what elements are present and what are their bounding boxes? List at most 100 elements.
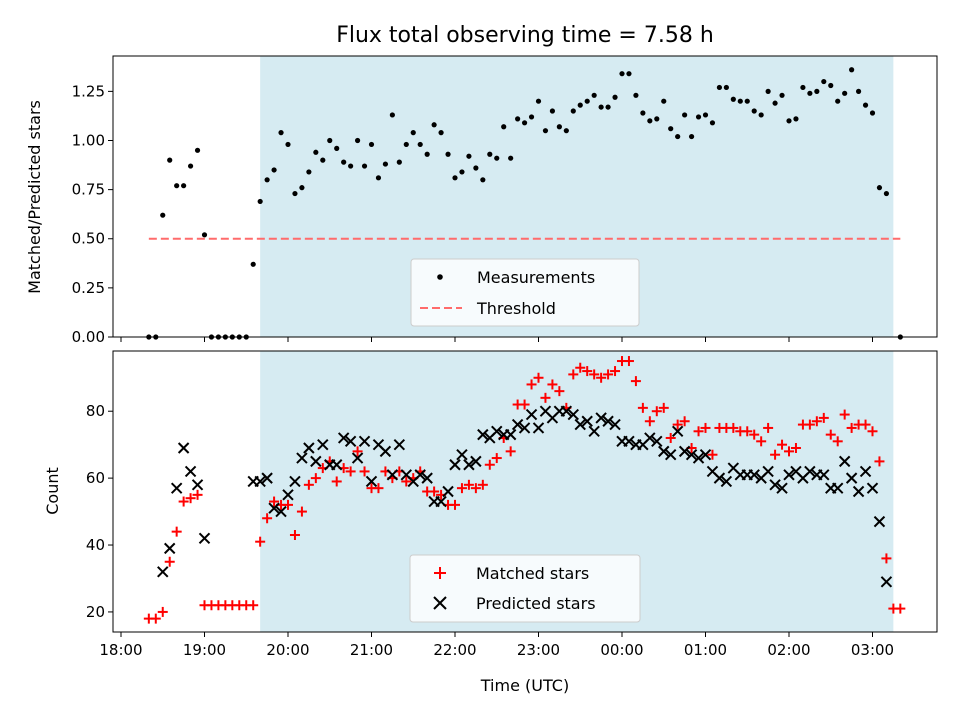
point-matched-stars: [818, 412, 829, 423]
point-matched-stars: [269, 496, 280, 507]
point-matched-stars: [644, 416, 655, 427]
point-matched-stars: [596, 372, 607, 383]
point-matched-stars: [255, 536, 266, 547]
point-measurements: [723, 84, 729, 91]
point-measurements: [480, 177, 486, 183]
point-measurements: [341, 159, 347, 165]
point-measurements: [313, 149, 319, 155]
point-matched-stars: [651, 406, 662, 417]
point-matched-stars: [352, 446, 363, 457]
point-predicted-stars: [560, 405, 573, 417]
point-measurements: [758, 112, 764, 118]
legend-marker-measurements: [437, 274, 443, 280]
point-predicted-stars: [456, 448, 468, 461]
y-axis-label-top: Matched/Predicted stars: [25, 100, 44, 294]
point-measurements: [570, 108, 576, 114]
point-measurements: [389, 112, 395, 118]
point-measurements: [744, 98, 750, 104]
point-predicted-stars: [317, 438, 329, 451]
point-matched-stars: [630, 376, 641, 387]
point-predicted-stars: [170, 482, 183, 494]
point-measurements: [709, 120, 716, 126]
point-matched-stars: [331, 476, 342, 487]
point-matched-stars: [547, 379, 558, 390]
point-measurements: [361, 163, 368, 169]
point-measurements: [828, 82, 834, 89]
point-matched-stars: [540, 392, 551, 403]
point-measurements: [682, 112, 688, 118]
point-measurements: [654, 116, 660, 122]
y-tick-label-bottom: 20: [86, 603, 105, 621]
point-measurements: [793, 116, 799, 122]
point-predicted-stars: [678, 445, 691, 458]
point-matched-stars: [707, 449, 718, 460]
point-matched-stars: [589, 369, 600, 380]
point-measurements: [876, 185, 883, 191]
x-tick-label: 21:00: [350, 641, 393, 659]
point-predicted-stars: [184, 465, 197, 478]
point-predicted-stars: [282, 489, 294, 501]
x-tick-label: 03:00: [851, 641, 894, 659]
point-measurements: [348, 163, 354, 169]
point-predicted-stars: [191, 479, 204, 491]
point-matched-stars: [296, 506, 307, 517]
point-predicted-stars: [337, 432, 350, 444]
legend-marker-matched: [434, 567, 446, 579]
point-measurements: [535, 98, 542, 104]
point-measurements: [702, 112, 709, 118]
point-measurements: [675, 133, 681, 140]
point-measurements: [814, 88, 820, 94]
point-measurements: [626, 71, 632, 77]
point-predicted-stars: [351, 452, 364, 464]
point-matched-stars: [519, 399, 530, 410]
point-predicted-stars: [769, 479, 781, 491]
point-matched-stars: [637, 402, 648, 413]
point-matched-stars: [401, 476, 412, 487]
point-measurements: [466, 153, 472, 159]
point-predicted-stars: [463, 459, 475, 471]
point-measurements: [577, 102, 583, 108]
point-predicted-stars: [720, 475, 733, 488]
point-measurements: [800, 84, 806, 91]
point-matched-stars: [658, 402, 669, 413]
x-tick-label: 00:00: [600, 641, 643, 659]
point-measurements: [661, 98, 667, 104]
point-measurements: [167, 157, 173, 163]
panel-counts: 20 40 60 80 18:00 19:00 20:00 21:00 22:00 23:00 0…: [43, 350, 938, 695]
point-matched-stars: [150, 613, 161, 624]
point-matched-stars: [804, 419, 815, 430]
point-matched-stars: [839, 409, 850, 420]
y-tick-label-top: 1.00: [72, 131, 105, 149]
point-measurements: [403, 141, 409, 148]
legend-label-predicted: Predicted stars: [476, 594, 596, 613]
point-predicted-stars: [442, 485, 454, 498]
legend-label-matched: Matched stars: [476, 564, 589, 583]
point-measurements: [396, 159, 402, 165]
x-tick-label: 18:00: [99, 641, 142, 659]
point-predicted-stars: [198, 532, 211, 545]
point-measurements: [417, 141, 423, 148]
point-measurements: [431, 122, 437, 128]
point-predicted-stars: [518, 422, 531, 434]
point-measurements: [849, 67, 855, 73]
point-matched-stars: [832, 436, 843, 447]
y-tick-label-bottom: 40: [86, 536, 105, 554]
point-matched-stars: [895, 603, 906, 614]
point-measurements: [292, 190, 298, 197]
y-tick-label-bottom: 60: [86, 469, 105, 487]
legend-label-threshold: Threshold: [476, 299, 556, 318]
point-predicted-stars: [365, 475, 378, 488]
point-measurements: [563, 128, 569, 134]
point-predicted-stars: [449, 459, 461, 471]
point-measurements: [772, 100, 778, 106]
point-measurements: [501, 124, 507, 130]
point-matched-stars: [450, 499, 460, 510]
point-measurements: [786, 118, 792, 124]
point-measurements: [354, 137, 361, 144]
point-predicted-stars: [275, 505, 287, 518]
point-measurements: [494, 155, 500, 161]
point-predicted-stars: [477, 428, 489, 441]
point-measurements: [591, 92, 597, 98]
point-matched-stars: [742, 426, 753, 437]
point-measurements: [334, 145, 340, 151]
